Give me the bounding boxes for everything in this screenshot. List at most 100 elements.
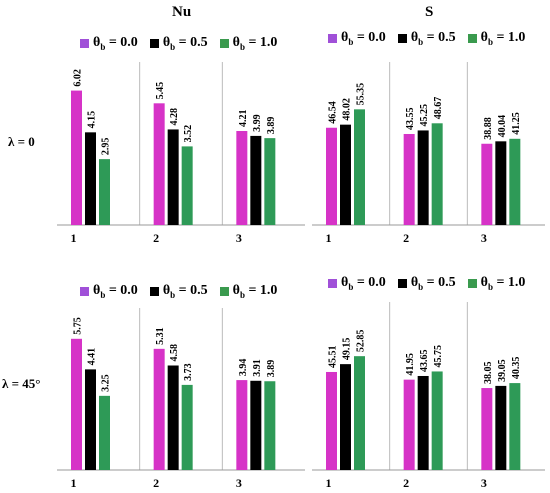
legend-swatch: [149, 38, 159, 48]
data-label: 45.25: [419, 104, 430, 127]
legend-label: θb = 1.0: [232, 35, 278, 52]
bar: [85, 369, 96, 470]
data-label: 2.95: [101, 138, 112, 156]
data-label: 4.21: [238, 109, 249, 126]
data-label: 40.35: [511, 357, 522, 380]
category-label: 1: [71, 476, 77, 490]
category-label: 2: [153, 476, 159, 490]
legend-swatch: [397, 278, 407, 288]
legend-swatch: [467, 33, 477, 43]
bar: [153, 348, 165, 470]
column-title-nu: Nu: [172, 4, 192, 20]
bar: [354, 356, 365, 470]
data-label: 39.05: [497, 359, 508, 382]
bar: [403, 133, 415, 225]
category-label: 1: [326, 476, 332, 490]
bar: [326, 127, 337, 225]
legend-item: θb = 1.0: [467, 275, 525, 292]
legend-item: θb = 0.5: [397, 275, 456, 292]
bar: [481, 143, 493, 225]
bar: [403, 379, 415, 470]
legend-item: θb = 0.0: [80, 35, 138, 52]
bar: [236, 380, 248, 470]
bar: [167, 129, 179, 225]
data-label: 52.85: [356, 330, 367, 353]
legend-item: θb = 0.0: [80, 283, 138, 300]
legend-label: θb = 0.5: [162, 283, 208, 300]
bar: [495, 141, 507, 225]
bar: [236, 130, 248, 225]
legend-item: θb = 1.0: [467, 30, 526, 47]
bar: [167, 365, 179, 470]
data-label: 4.15: [87, 111, 98, 129]
data-label: 43.65: [419, 349, 430, 372]
bar: [181, 146, 193, 225]
legend-label: θb = 0.5: [410, 30, 456, 47]
legend-swatch: [80, 38, 89, 48]
data-label: 55.35: [356, 83, 367, 106]
category-label: 2: [153, 231, 159, 245]
bar: [417, 375, 429, 470]
data-label: 3.94: [238, 359, 249, 376]
data-label: 3.91: [252, 359, 263, 377]
data-label: 48.67: [433, 97, 444, 120]
bar: [340, 124, 351, 225]
data-label: 49.15: [342, 338, 353, 361]
legend-item: θb = 1.0: [219, 283, 278, 300]
legend-label: θb = 1.0: [232, 283, 278, 300]
data-label: 46.54: [328, 101, 339, 124]
bar: [250, 380, 262, 470]
bar: [99, 159, 110, 225]
bar: [181, 384, 193, 470]
data-label: 43.55: [405, 107, 416, 130]
data-label: 4.41: [87, 348, 98, 366]
bar: [495, 385, 507, 470]
data-label: 4.58: [169, 344, 180, 362]
bar: [431, 371, 443, 470]
legend-swatch: [80, 286, 89, 296]
legend-swatch: [219, 38, 229, 48]
category-label: 2: [403, 476, 409, 490]
category-label: 3: [481, 476, 487, 490]
legend-swatch: [149, 286, 159, 296]
data-label: 5.45: [155, 82, 166, 100]
legend-item: θb = 0.5: [149, 35, 208, 52]
data-label: 3.73: [183, 363, 194, 381]
category-label: 2: [403, 231, 409, 245]
bar: [99, 395, 110, 470]
legend-swatch: [219, 286, 229, 296]
legend-s-top: θb = 0.0 θb = 0.5 θb = 1.0: [328, 30, 537, 47]
legend-nu-top: θb = 0.0 θb = 0.5 θb = 1.0: [80, 35, 289, 52]
bar: [85, 132, 96, 225]
data-label: 6.02: [73, 69, 84, 87]
category-label: 1: [326, 231, 332, 245]
category-label: 3: [236, 231, 242, 245]
data-label: 45.75: [433, 345, 444, 368]
data-label: 38.05: [483, 362, 494, 385]
category-label: 3: [236, 476, 242, 490]
legend-label: θb = 0.5: [410, 275, 456, 292]
data-label: 48.02: [342, 98, 353, 121]
data-label: 41.95: [405, 353, 416, 376]
bar: [509, 383, 521, 470]
legend-swatch: [397, 33, 407, 43]
legend-item: θb = 0.0: [328, 275, 386, 292]
bar: [509, 138, 521, 225]
bar: [250, 135, 262, 225]
column-title-s: S: [425, 4, 434, 20]
legend-label: θb = 1.0: [480, 30, 526, 47]
category-label: 3: [481, 231, 487, 245]
data-label: 3.25: [101, 374, 112, 392]
data-label: 4.28: [169, 108, 180, 126]
bar: [71, 90, 82, 226]
category-label: 1: [71, 231, 77, 245]
bar: [417, 130, 429, 225]
legend-nu-bottom: θb = 0.0 θb = 0.5 θb = 1.0: [80, 283, 289, 300]
data-label: 41.25: [511, 112, 522, 135]
data-label: 3.89: [266, 360, 277, 378]
bar: [354, 109, 365, 225]
data-label: 5.31: [155, 327, 166, 345]
data-label: 40.04: [497, 115, 508, 138]
legend-swatch: [467, 278, 477, 288]
